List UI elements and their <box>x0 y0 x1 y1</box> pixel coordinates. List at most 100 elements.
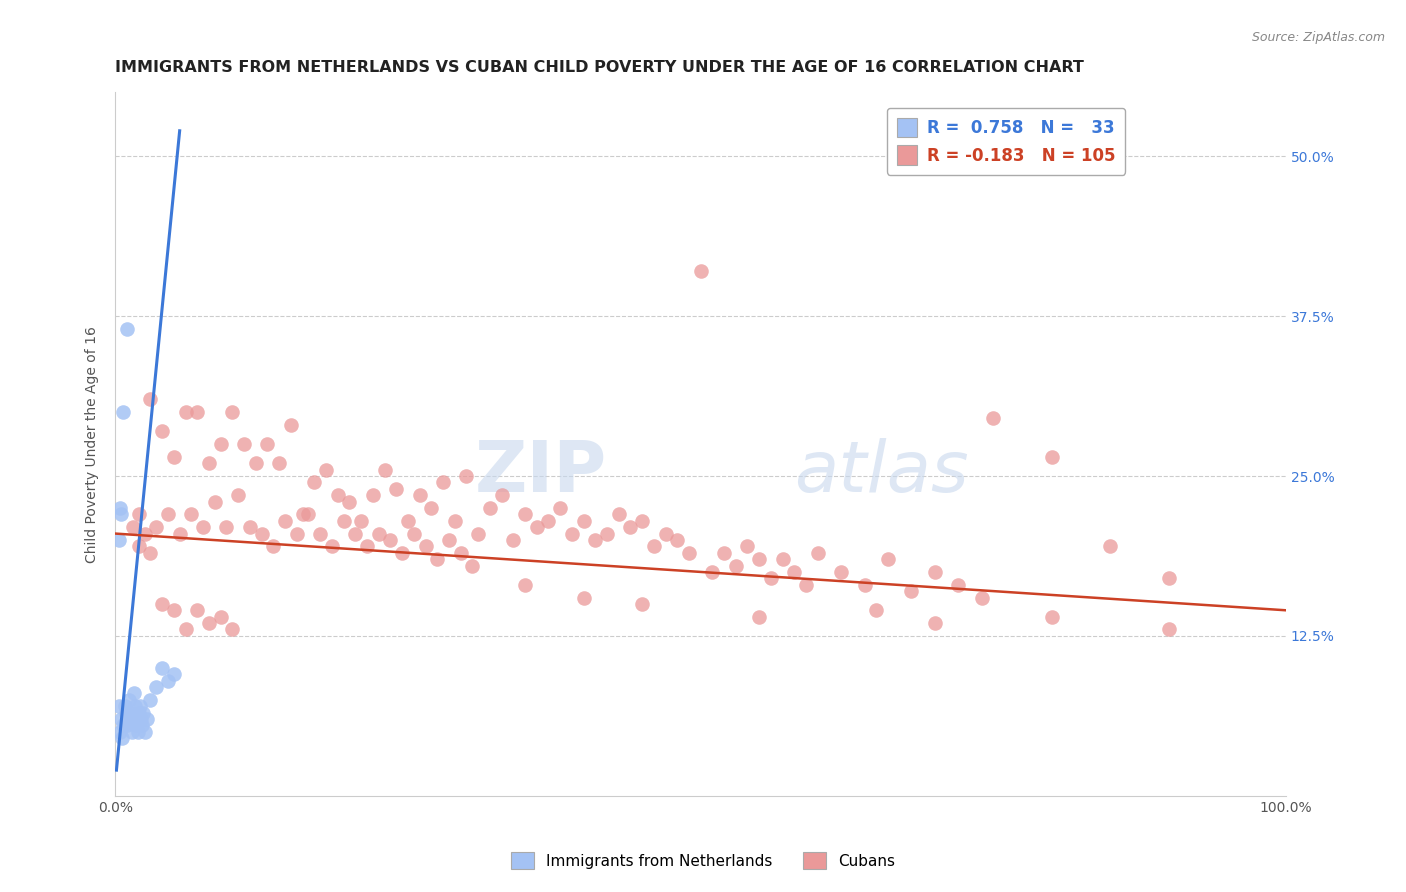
Point <box>209 609 232 624</box>
Point <box>122 686 145 700</box>
Point <box>280 417 302 432</box>
Point <box>108 724 131 739</box>
Point <box>110 712 132 726</box>
Point <box>321 540 343 554</box>
Point <box>221 623 243 637</box>
Point <box>596 526 619 541</box>
Point <box>981 411 1004 425</box>
Point <box>221 405 243 419</box>
Point <box>443 514 465 528</box>
Point <box>572 514 595 528</box>
Point <box>125 718 148 732</box>
Point <box>467 526 489 541</box>
Point <box>204 494 226 508</box>
Text: atlas: atlas <box>794 438 969 507</box>
Point <box>150 661 173 675</box>
Point <box>139 546 162 560</box>
Point <box>356 540 378 554</box>
Point <box>326 488 349 502</box>
Point <box>380 533 402 547</box>
Point <box>215 520 238 534</box>
Text: ZIP: ZIP <box>475 438 607 507</box>
Point <box>169 526 191 541</box>
Point <box>163 667 186 681</box>
Point <box>402 526 425 541</box>
Point <box>108 501 131 516</box>
Point <box>572 591 595 605</box>
Point <box>186 603 208 617</box>
Point <box>156 508 179 522</box>
Point <box>145 520 167 534</box>
Point <box>332 514 354 528</box>
Point <box>678 546 700 560</box>
Point <box>631 597 654 611</box>
Point <box>502 533 524 547</box>
Point <box>245 456 267 470</box>
Point <box>689 264 711 278</box>
Legend: R =  0.758   N =   33, R = -0.183   N = 105: R = 0.758 N = 33, R = -0.183 N = 105 <box>887 108 1125 175</box>
Point <box>548 501 571 516</box>
Point <box>344 526 367 541</box>
Point <box>478 501 501 516</box>
Point <box>150 424 173 438</box>
Point <box>120 706 142 720</box>
Point <box>128 540 150 554</box>
Point <box>262 540 284 554</box>
Point <box>970 591 993 605</box>
Point <box>900 584 922 599</box>
Point <box>117 712 139 726</box>
Point <box>339 494 361 508</box>
Point <box>385 482 408 496</box>
Point <box>121 724 143 739</box>
Point <box>924 616 946 631</box>
Point <box>129 712 152 726</box>
Point <box>111 731 134 746</box>
Point <box>134 526 156 541</box>
Point <box>1157 571 1180 585</box>
Point <box>315 463 337 477</box>
Point <box>783 565 806 579</box>
Text: IMMIGRANTS FROM NETHERLANDS VS CUBAN CHILD POVERTY UNDER THE AGE OF 16 CORRELATI: IMMIGRANTS FROM NETHERLANDS VS CUBAN CHI… <box>115 60 1084 75</box>
Point <box>607 508 630 522</box>
Point <box>269 456 291 470</box>
Point <box>350 514 373 528</box>
Point <box>748 552 770 566</box>
Point <box>174 405 197 419</box>
Point <box>1157 623 1180 637</box>
Point <box>631 514 654 528</box>
Point <box>186 405 208 419</box>
Point <box>115 718 138 732</box>
Point <box>713 546 735 560</box>
Point <box>128 699 150 714</box>
Point <box>118 693 141 707</box>
Y-axis label: Child Poverty Under the Age of 16: Child Poverty Under the Age of 16 <box>86 326 100 563</box>
Point <box>304 475 326 490</box>
Point <box>391 546 413 560</box>
Point <box>1099 540 1122 554</box>
Point <box>537 514 560 528</box>
Point <box>396 514 419 528</box>
Point <box>139 392 162 407</box>
Point <box>456 469 478 483</box>
Point <box>107 699 129 714</box>
Point <box>807 546 830 560</box>
Point <box>139 693 162 707</box>
Point <box>128 706 150 720</box>
Point <box>361 488 384 502</box>
Point <box>226 488 249 502</box>
Point <box>131 718 153 732</box>
Point <box>877 552 900 566</box>
Point <box>256 437 278 451</box>
Point <box>128 508 150 522</box>
Point <box>491 488 513 502</box>
Point <box>526 520 548 534</box>
Point <box>420 501 443 516</box>
Point <box>654 526 676 541</box>
Point <box>163 603 186 617</box>
Point <box>461 558 484 573</box>
Point <box>865 603 887 617</box>
Point <box>198 616 221 631</box>
Point <box>135 712 157 726</box>
Point <box>174 623 197 637</box>
Point <box>948 578 970 592</box>
